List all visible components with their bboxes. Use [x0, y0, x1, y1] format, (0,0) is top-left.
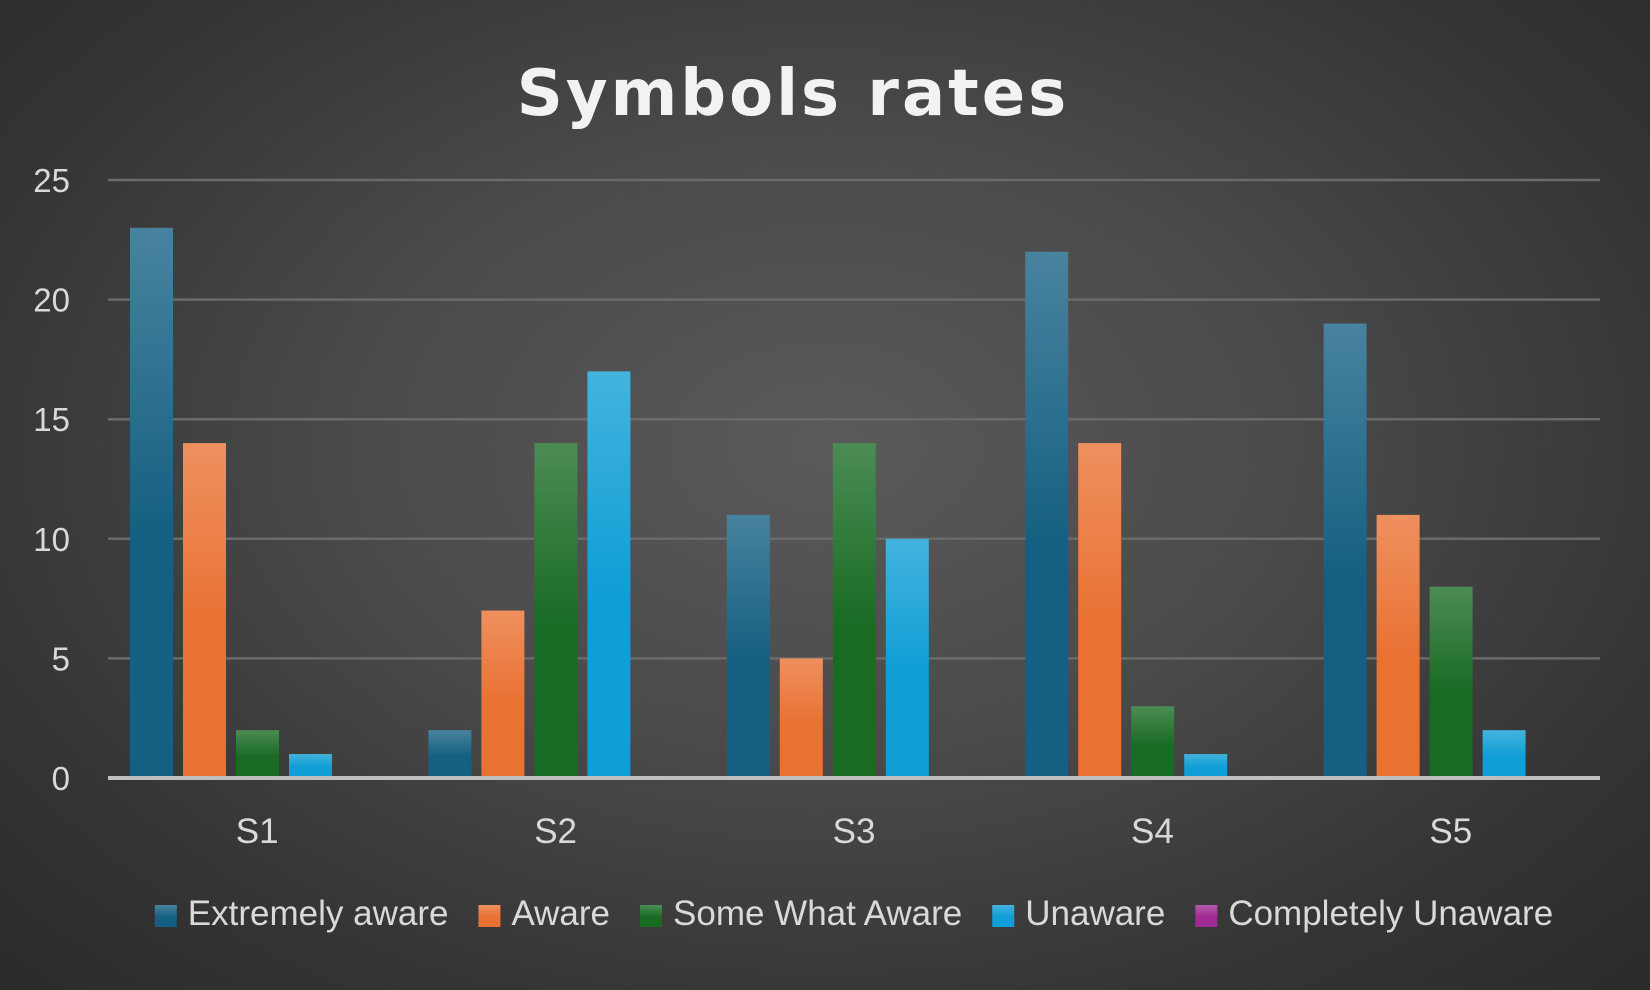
- legend-item: Completely Unaware: [1195, 894, 1553, 933]
- bar-s4-some-what-aware: [1131, 706, 1175, 778]
- bar-s1-some-what-aware: [236, 730, 279, 778]
- bar-s3-some-what-aware: [832, 443, 876, 778]
- legend: Extremely aware Aware Some What Aware Unawa…: [154, 894, 1553, 933]
- chart-title: Symbols rates: [517, 57, 1069, 131]
- bar-s4-aware: [1078, 443, 1122, 778]
- bar-s4-extremely-aware: [1025, 251, 1069, 778]
- bar-s5-extremely-aware: [1323, 323, 1367, 778]
- x-category-label: S2: [534, 812, 577, 851]
- legend-swatch: [478, 905, 501, 927]
- bar-s1-aware: [183, 443, 226, 778]
- bar-s2-unaware: [587, 371, 631, 778]
- y-tick-label: 5: [52, 640, 70, 677]
- y-tick-label: 0: [52, 760, 70, 797]
- y-tick-label: 15: [33, 401, 70, 438]
- legend-swatch: [1195, 905, 1218, 927]
- x-axis-categories: S1 S2 S3 S4 S5: [236, 812, 1472, 851]
- legend-item: Aware: [478, 894, 610, 933]
- bar-s4-unaware: [1184, 754, 1228, 778]
- legend-label: Some What Aware: [673, 894, 962, 933]
- legend-swatch: [992, 905, 1015, 927]
- bar-s2-extremely-aware: [428, 730, 472, 778]
- bar-s5-aware: [1376, 514, 1420, 778]
- y-tick-label: 10: [33, 521, 70, 558]
- x-category-label: S5: [1429, 812, 1472, 851]
- legend-label: Completely Unaware: [1228, 894, 1553, 933]
- y-axis-ticks: 0 5 10 15 20 25: [33, 162, 70, 797]
- bar-s1-unaware: [289, 754, 332, 778]
- y-tick-label: 20: [33, 282, 70, 319]
- legend-label: Unaware: [1025, 894, 1165, 933]
- bar-s3-extremely-aware: [726, 514, 770, 778]
- legend-swatch: [154, 905, 177, 927]
- bar-s2-some-what-aware: [534, 443, 578, 778]
- legend-item: Unaware: [992, 894, 1165, 933]
- bar-s3-aware: [779, 658, 823, 778]
- legend-label: Extremely aware: [188, 894, 449, 933]
- x-category-label: S4: [1131, 812, 1174, 851]
- y-tick-label: 25: [33, 162, 70, 199]
- legend-item: Extremely aware: [154, 894, 449, 933]
- bar-s5-some-what-aware: [1429, 586, 1473, 778]
- bar-s2-aware: [481, 610, 525, 778]
- legend-label: Aware: [511, 894, 610, 933]
- x-category-label: S3: [833, 812, 876, 851]
- bar-s5-unaware: [1482, 730, 1526, 778]
- bar-s1-extremely-aware: [130, 227, 173, 779]
- legend-swatch: [640, 905, 663, 927]
- legend-item: Some What Aware: [640, 894, 962, 933]
- bars: [130, 227, 1526, 779]
- bar-s3-unaware: [885, 538, 929, 778]
- x-category-label: S1: [236, 812, 279, 851]
